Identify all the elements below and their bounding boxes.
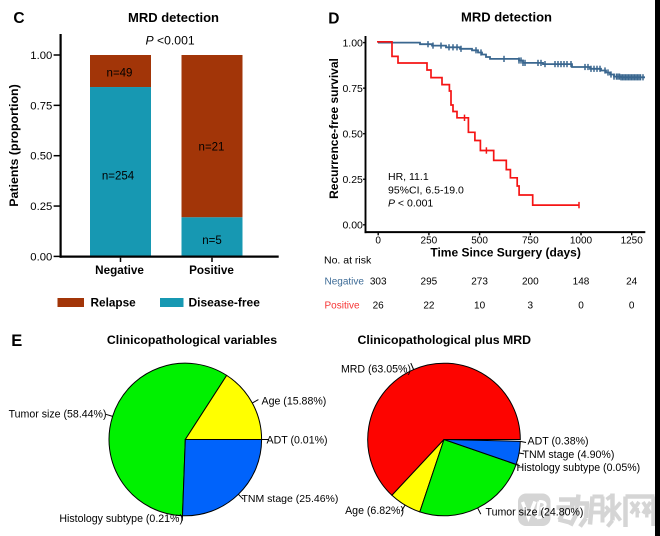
svg-text:0.50: 0.50 bbox=[30, 151, 52, 163]
svg-text:n=21: n=21 bbox=[199, 141, 225, 153]
svg-text:Positive: Positive bbox=[325, 301, 360, 312]
svg-text:TNM stage (4.90%): TNM stage (4.90%) bbox=[523, 449, 615, 461]
svg-text:Tumor size (58.44%): Tumor size (58.44%) bbox=[9, 408, 107, 420]
svg-text:200: 200 bbox=[522, 276, 539, 287]
svg-text:n=254: n=254 bbox=[102, 170, 135, 182]
svg-text:C: C bbox=[13, 10, 24, 27]
svg-text:10: 10 bbox=[474, 301, 486, 312]
svg-text:1.00: 1.00 bbox=[30, 50, 52, 62]
svg-text:Disease-free: Disease-free bbox=[189, 296, 261, 310]
svg-text:n=49: n=49 bbox=[107, 68, 133, 80]
svg-text:0: 0 bbox=[375, 235, 381, 246]
svg-text:303: 303 bbox=[370, 276, 387, 287]
svg-text:1.00: 1.00 bbox=[342, 37, 363, 49]
svg-text:Relapse: Relapse bbox=[91, 296, 137, 310]
svg-text:E: E bbox=[11, 332, 22, 350]
svg-text:0: 0 bbox=[578, 301, 584, 312]
svg-text:Negative: Negative bbox=[325, 276, 365, 287]
svg-text:26: 26 bbox=[373, 301, 385, 312]
svg-text:MRD (63.05%): MRD (63.05%) bbox=[341, 363, 411, 375]
svg-text:95%CI, 6.5-19.0: 95%CI, 6.5-19.0 bbox=[388, 184, 464, 196]
svg-text:Clinicopathological variables: Clinicopathological variables bbox=[107, 333, 277, 347]
svg-text:0.00: 0.00 bbox=[30, 251, 52, 263]
svg-text:D: D bbox=[328, 10, 339, 27]
svg-text:ADT (0.01%): ADT (0.01%) bbox=[267, 435, 328, 447]
svg-text:Tumor size (24.80%): Tumor size (24.80%) bbox=[486, 507, 584, 519]
svg-text:0.75: 0.75 bbox=[342, 83, 363, 95]
svg-text:0.75: 0.75 bbox=[30, 100, 52, 112]
svg-text:295: 295 bbox=[421, 276, 438, 287]
svg-text:HR, 11.1: HR, 11.1 bbox=[388, 171, 429, 183]
svg-text:P < 0.001: P < 0.001 bbox=[388, 197, 433, 209]
svg-text:273: 273 bbox=[471, 276, 488, 287]
svg-text:Time Since Surgery (days): Time Since Surgery (days) bbox=[430, 245, 581, 259]
svg-text:MRD detection: MRD detection bbox=[128, 10, 219, 25]
svg-text:TNM stage (25.46%): TNM stage (25.46%) bbox=[242, 493, 339, 505]
svg-text:0: 0 bbox=[629, 301, 635, 312]
svg-text:500: 500 bbox=[471, 235, 488, 246]
svg-text:Age (6.82%): Age (6.82%) bbox=[345, 505, 404, 517]
svg-text:Clinicopathological plus MRD: Clinicopathological plus MRD bbox=[358, 333, 532, 347]
svg-text:Patients (proportion): Patients (proportion) bbox=[7, 84, 21, 207]
svg-text:22: 22 bbox=[423, 301, 435, 312]
svg-text:n=5: n=5 bbox=[202, 235, 222, 247]
svg-text:250: 250 bbox=[421, 235, 438, 246]
svg-text:ADT (0.38%): ADT (0.38%) bbox=[528, 435, 589, 447]
svg-text:1000: 1000 bbox=[570, 235, 593, 246]
svg-text:Negative: Negative bbox=[95, 264, 144, 277]
svg-text:3: 3 bbox=[528, 301, 534, 312]
svg-text:Recurrence-free survival: Recurrence-free survival bbox=[327, 58, 341, 199]
svg-text:No. at risk: No. at risk bbox=[324, 255, 372, 267]
svg-text:24: 24 bbox=[626, 276, 638, 287]
svg-text:Positive: Positive bbox=[189, 264, 234, 277]
svg-text:0.00: 0.00 bbox=[342, 220, 363, 232]
svg-text:P <0.001: P <0.001 bbox=[146, 34, 195, 48]
svg-text:Age (15.88%): Age (15.88%) bbox=[262, 396, 327, 408]
svg-text:750: 750 bbox=[522, 235, 539, 246]
svg-text:MRD detection: MRD detection bbox=[461, 10, 552, 25]
svg-text:148: 148 bbox=[573, 276, 590, 287]
svg-text:0.25: 0.25 bbox=[342, 174, 363, 186]
svg-text:0.25: 0.25 bbox=[30, 201, 52, 213]
svg-text:1250: 1250 bbox=[621, 235, 644, 246]
svg-text:Histology subtype (0.05%): Histology subtype (0.05%) bbox=[517, 462, 641, 474]
svg-text:Histology subtype (0.21%): Histology subtype (0.21%) bbox=[59, 513, 183, 525]
svg-text:0.50: 0.50 bbox=[342, 128, 363, 140]
